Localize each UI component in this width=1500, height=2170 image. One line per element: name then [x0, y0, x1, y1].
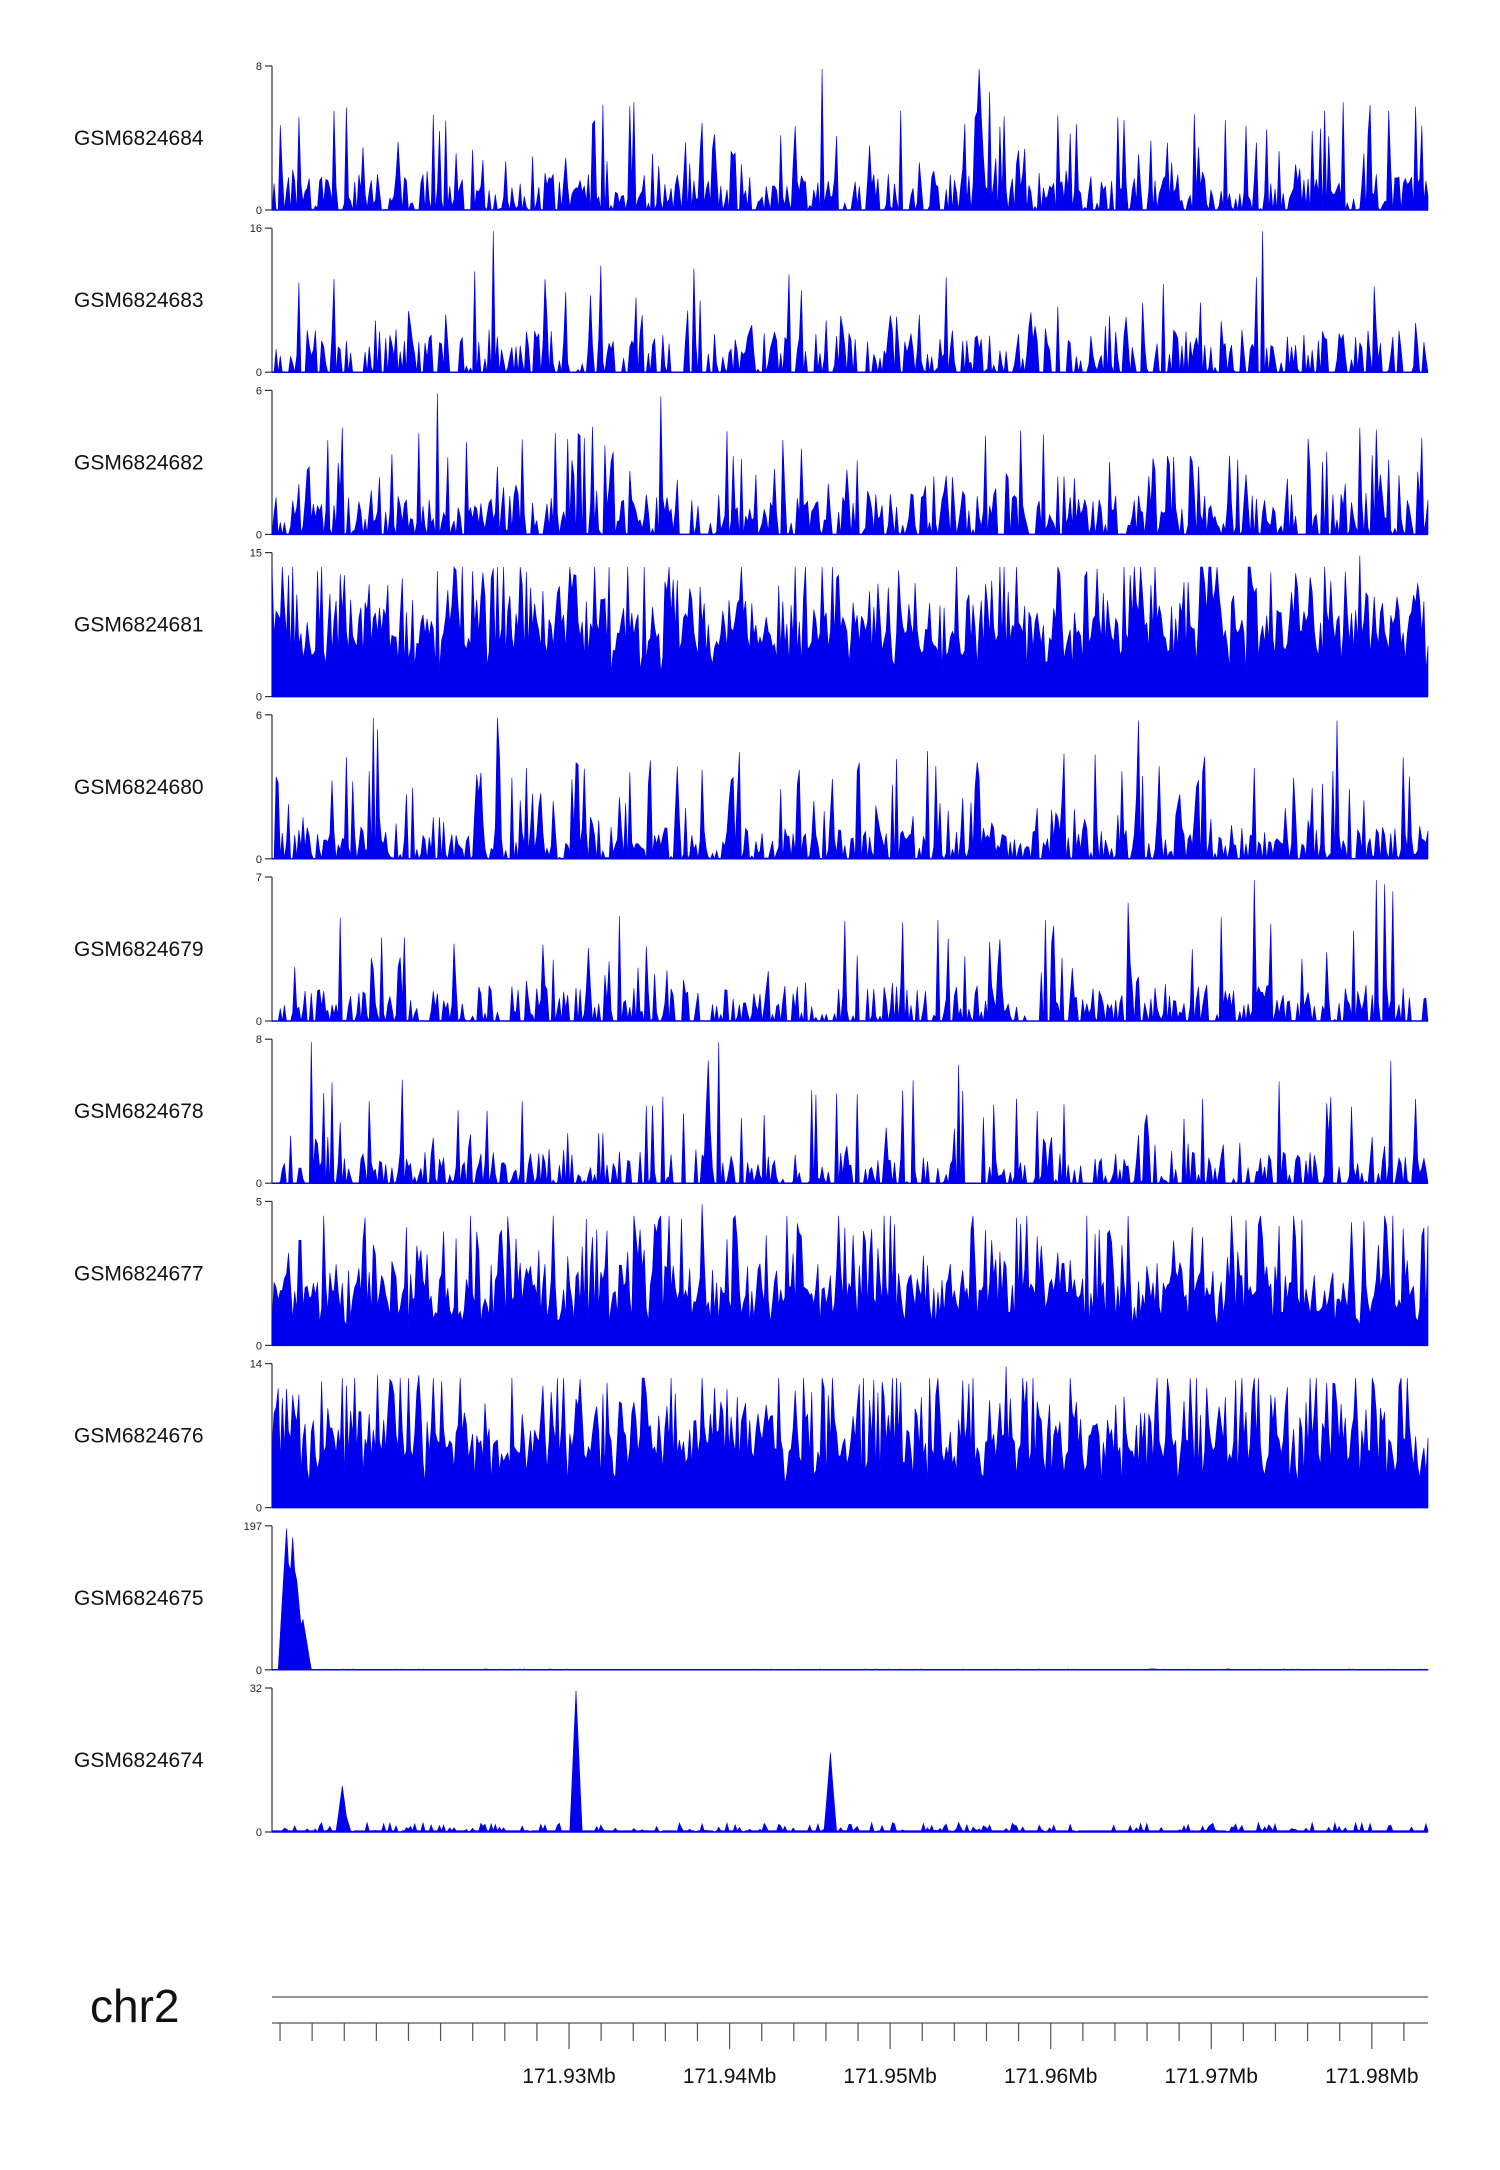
x-tick-label: 171.96Mb [1004, 2065, 1097, 2088]
y-max-label: 16 [250, 223, 262, 235]
y-min-label: 0 [256, 367, 262, 379]
track-label: GSM6824677 [74, 1262, 204, 1285]
y-min-label: 0 [256, 1827, 262, 1839]
y-max-label: 8 [256, 61, 262, 73]
coverage-area [272, 231, 1429, 374]
track-GSM6824674: GSM6824674 32 0 [74, 1683, 1429, 1839]
y-min-label: 0 [256, 1665, 262, 1677]
y-min-label: 0 [256, 1503, 262, 1515]
y-min-label: 0 [256, 1340, 262, 1352]
coverage-area [271, 1204, 1429, 1346]
track-GSM6824681: GSM6824681 15 0 [74, 548, 1429, 704]
track-label: GSM6824675 [74, 1587, 204, 1610]
coverage-area [272, 879, 1429, 1023]
track-GSM6824679: GSM6824679 7 0 [74, 872, 1429, 1028]
x-tick-label: 171.94Mb [683, 2065, 776, 2088]
coverage-area [271, 1366, 1429, 1508]
track-GSM6824682: GSM6824682 6 0 [74, 385, 1429, 541]
track-label: GSM6824676 [74, 1425, 204, 1448]
x-tick-label: 171.97Mb [1165, 2065, 1258, 2088]
y-max-label: 14 [250, 1359, 262, 1371]
genome-ruler: chr2 171.93Mb 171.94Mb 171.95Mb 171.96Mb 171… [90, 1980, 1428, 2088]
y-max-label: 197 [244, 1521, 262, 1533]
track-label: GSM6824683 [74, 289, 204, 312]
track-GSM6824683: GSM6824683 16 0 [74, 223, 1429, 379]
track-label: GSM6824678 [74, 1100, 204, 1123]
coverage-area [272, 1042, 1429, 1185]
track-GSM6824677: GSM6824677 5 0 [74, 1196, 1429, 1352]
y-min-label: 0 [256, 854, 262, 866]
track-label: GSM6824679 [74, 938, 204, 961]
track-label: GSM6824682 [74, 451, 204, 474]
y-min-label: 0 [256, 1178, 262, 1190]
track-GSM6824676: GSM6824676 14 0 [74, 1359, 1429, 1515]
track-panel: GSM682468480GSM6824683160GSM682468260GSM… [74, 61, 1429, 1839]
coverage-area [271, 555, 1429, 697]
track-GSM6824678: GSM6824678 8 0 [74, 1034, 1429, 1190]
x-tick-label: 171.98Mb [1325, 2065, 1418, 2088]
track-GSM6824680: GSM6824680 6 0 [74, 710, 1429, 866]
y-max-label: 15 [250, 548, 262, 560]
y-max-label: 6 [256, 385, 262, 397]
y-min-label: 0 [256, 529, 262, 541]
y-max-label: 32 [250, 1683, 262, 1695]
x-tick-label: 171.95Mb [843, 2065, 936, 2088]
track-GSM6824684: GSM6824684 8 0 [74, 61, 1429, 217]
y-max-label: 8 [256, 1034, 262, 1046]
coverage-area [271, 717, 1429, 860]
track-label: GSM6824680 [74, 776, 204, 799]
track-label: GSM6824681 [74, 614, 204, 637]
coverage-area [271, 393, 1429, 536]
y-max-label: 5 [256, 1196, 262, 1208]
coverage-area [271, 1690, 1429, 1833]
y-max-label: 6 [256, 710, 262, 722]
track-label: GSM6824674 [74, 1749, 204, 1772]
x-tick-label: 171.93Mb [522, 2065, 615, 2088]
y-min-label: 0 [256, 205, 262, 217]
y-min-label: 0 [256, 1016, 262, 1028]
track-GSM6824675: GSM6824675 197 0 [74, 1521, 1429, 1677]
y-max-label: 7 [256, 872, 262, 884]
coverage-area [271, 1528, 1429, 1671]
y-min-label: 0 [256, 692, 262, 704]
chromosome-label: chr2 [90, 1980, 179, 2032]
track-label: GSM6824684 [74, 127, 204, 150]
coverage-area [271, 68, 1429, 212]
